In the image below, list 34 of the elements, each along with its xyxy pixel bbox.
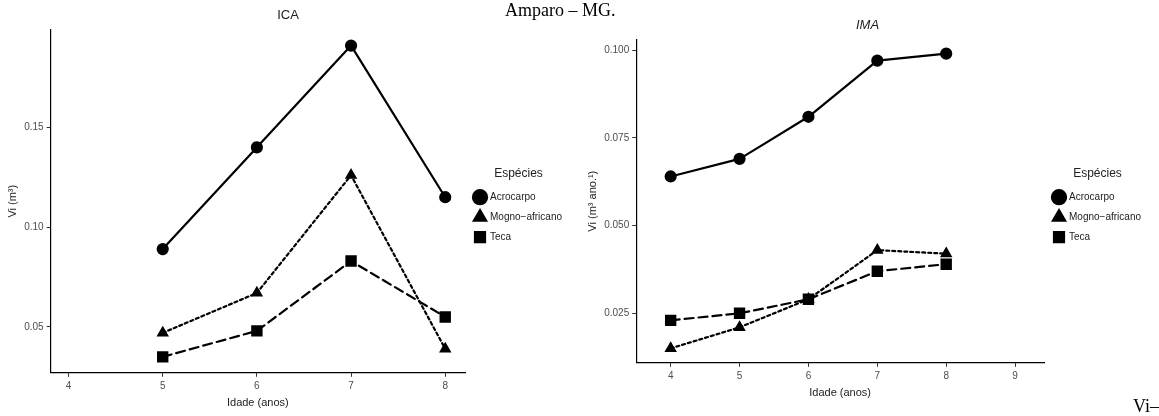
x-tick-label: 8 bbox=[943, 369, 950, 381]
legend-label: Mogno−africano bbox=[1069, 210, 1142, 222]
y-axis-title: Vi (m³ ano.¹) bbox=[585, 170, 598, 232]
y-tick-label: 0.15 bbox=[24, 121, 45, 133]
y-tick-label: 0.025 bbox=[604, 307, 630, 319]
x-tick-label: 4 bbox=[667, 369, 674, 381]
x-tick-label: 9 bbox=[1012, 369, 1019, 381]
text: Vi– bbox=[1133, 396, 1159, 416]
x-tick-label: 7 bbox=[348, 379, 355, 391]
y-axis-title: Vi (m³) bbox=[5, 184, 18, 218]
x-tick-label: 5 bbox=[736, 369, 743, 381]
x-tick-label: 6 bbox=[254, 379, 261, 391]
y-tick-label: 0.075 bbox=[604, 131, 630, 143]
x-axis-title: Idade (anos) bbox=[226, 396, 289, 409]
chart-title: ICA bbox=[277, 7, 300, 23]
x-tick-label: 5 bbox=[159, 379, 166, 391]
x-tick-label: 8 bbox=[442, 379, 449, 391]
text: Amparo – MG. bbox=[505, 0, 616, 20]
legend-title: Espécies bbox=[494, 166, 543, 181]
legend-label: Acrocarpo bbox=[490, 190, 537, 202]
legend-label: Teca bbox=[490, 230, 512, 242]
y-tick-label: 0.05 bbox=[24, 320, 45, 332]
chart-title: IMA bbox=[855, 17, 880, 33]
x-tick-label: 4 bbox=[65, 379, 72, 391]
legend-title: Espécies bbox=[1073, 166, 1122, 181]
legend-label: Mogno−africano bbox=[490, 210, 563, 222]
x-tick-label: 7 bbox=[874, 369, 881, 381]
x-tick-label: 6 bbox=[805, 369, 812, 381]
x-axis-title: Idade (anos) bbox=[809, 386, 871, 399]
y-tick-label: 0.100 bbox=[604, 43, 630, 55]
y-tick-label: 0.10 bbox=[24, 220, 45, 232]
legend-label: Teca bbox=[1069, 230, 1091, 242]
legend-label: Acrocarpo bbox=[1069, 190, 1116, 202]
y-tick-label: 0.050 bbox=[604, 219, 630, 231]
